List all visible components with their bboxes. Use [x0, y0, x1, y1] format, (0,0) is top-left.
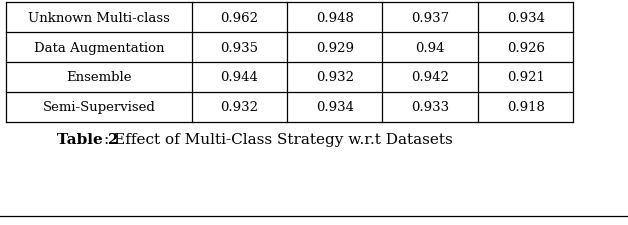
Text: 0.918: 0.918: [507, 101, 544, 114]
Text: Table 2: Table 2: [57, 133, 118, 146]
Text: 0.944: 0.944: [220, 71, 258, 84]
Text: 0.932: 0.932: [220, 101, 258, 114]
Text: 0.948: 0.948: [316, 12, 354, 25]
Text: : Effect of Multi-Class Strategy w.r.t Datasets: : Effect of Multi-Class Strategy w.r.t D…: [104, 133, 453, 146]
Text: 0.929: 0.929: [316, 41, 354, 54]
Text: 0.926: 0.926: [507, 41, 544, 54]
Text: 0.935: 0.935: [220, 41, 258, 54]
Text: 0.942: 0.942: [411, 71, 449, 84]
Text: 0.932: 0.932: [316, 71, 354, 84]
Text: Unknown Multi-class: Unknown Multi-class: [28, 12, 170, 25]
Text: 0.933: 0.933: [411, 101, 449, 114]
Text: Ensemble: Ensemble: [66, 71, 132, 84]
Text: 0.934: 0.934: [316, 101, 354, 114]
Text: 0.934: 0.934: [507, 12, 544, 25]
Text: 0.94: 0.94: [416, 41, 445, 54]
Text: 0.962: 0.962: [220, 12, 258, 25]
Text: 0.921: 0.921: [507, 71, 544, 84]
Text: Data Augmentation: Data Augmentation: [34, 41, 164, 54]
Text: 0.937: 0.937: [411, 12, 449, 25]
Text: Semi-Supervised: Semi-Supervised: [43, 101, 155, 114]
